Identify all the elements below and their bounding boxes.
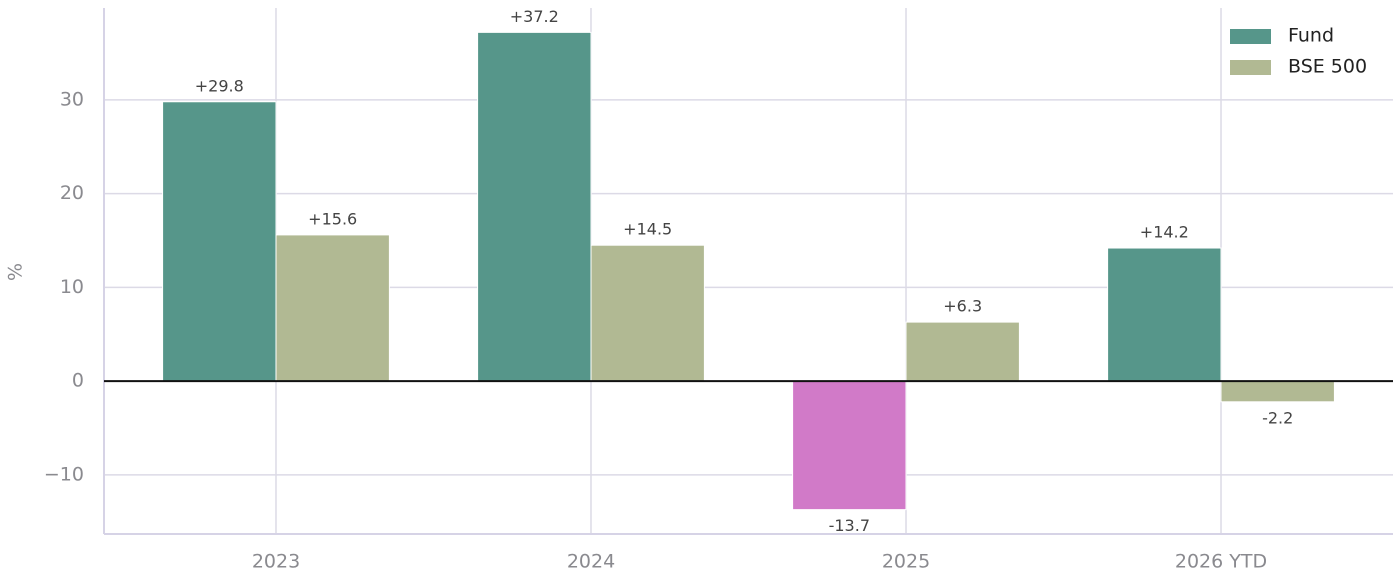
y-axis-label: %: [5, 263, 27, 281]
y-tick-label: 30: [60, 88, 84, 110]
y-tick-label: 20: [60, 182, 84, 204]
y-tick-label: 0: [72, 370, 84, 392]
value-label: +15.6: [308, 209, 357, 228]
legend-label: BSE 500: [1288, 56, 1367, 78]
bar: [792, 380, 907, 511]
legend-swatch: [1230, 60, 1271, 75]
x-tick-label: 2023: [252, 551, 300, 573]
y-tick-label: −10: [44, 463, 84, 485]
legend-label: Fund: [1288, 25, 1334, 47]
value-label: +29.8: [195, 76, 244, 95]
value-label: +37.2: [510, 7, 559, 26]
x-tick-label: 2026 YTD: [1175, 551, 1267, 573]
bar: [1220, 380, 1335, 403]
value-label: +14.5: [623, 220, 672, 239]
bar: [590, 244, 705, 382]
value-label: -13.7: [829, 516, 870, 535]
bar: [1107, 247, 1222, 382]
legend-swatch: [1230, 29, 1271, 44]
bar: [905, 321, 1020, 382]
y-tick-label: 10: [60, 276, 84, 298]
x-tick-label: 2024: [567, 551, 615, 573]
x-tick-label: 2025: [882, 551, 930, 573]
value-label: -2.2: [1262, 408, 1293, 427]
bar: [162, 101, 277, 382]
value-label: +14.2: [1140, 223, 1189, 242]
value-label: +6.3: [943, 297, 982, 316]
bar: [275, 234, 390, 382]
bar: [477, 31, 592, 382]
